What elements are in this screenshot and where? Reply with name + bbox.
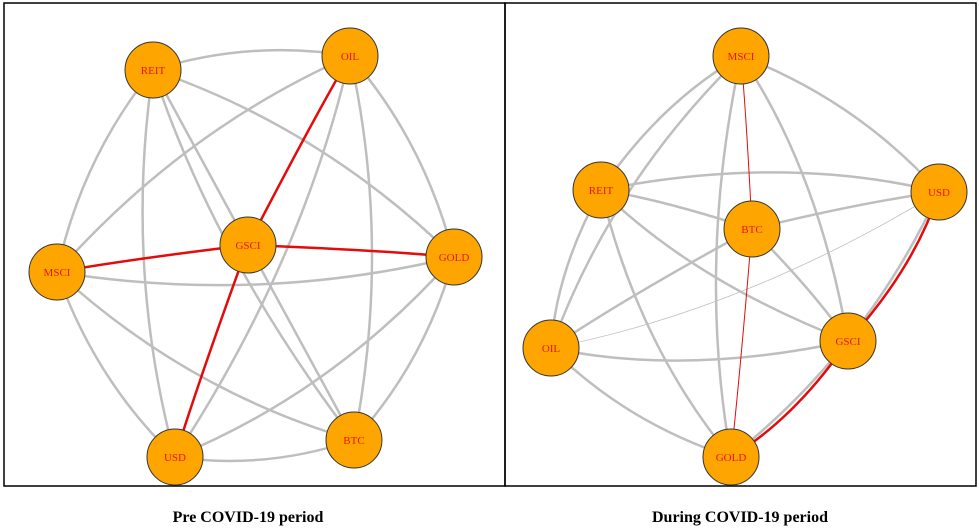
node-oil: OIL — [522, 319, 580, 377]
caption-during-covid: During COVID-19 period — [651, 509, 829, 526]
edge-btc-gold — [730, 228, 753, 458]
node-circle — [28, 243, 86, 301]
edge-reit-gsci — [599, 188, 850, 343]
node-gold: GOLD — [702, 428, 760, 486]
node-label: MSCI — [728, 51, 755, 63]
panel-during-covid-frame — [504, 2, 977, 487]
node-label: REIT — [589, 185, 614, 197]
node-gsci: GSCI — [819, 312, 877, 370]
node-label: USD — [164, 452, 186, 464]
edge-msci-gsci — [739, 54, 850, 343]
node-gold: GOLD — [425, 228, 483, 286]
node-btc: BTC — [723, 200, 781, 258]
node-circle — [723, 200, 781, 258]
edge-msci-usd — [55, 270, 177, 459]
edge-reit-oil — [151, 48, 352, 72]
edge-gsci-btc — [246, 243, 356, 442]
edge-oil-msci — [55, 54, 352, 274]
node-reit: REIT — [572, 161, 630, 219]
edge-oil-gsci — [549, 339, 850, 362]
edge-oil-btc — [348, 54, 374, 442]
node-circle — [325, 411, 383, 469]
node-label: BTC — [343, 435, 364, 447]
edge-oil-usd — [173, 54, 352, 459]
node-btc: BTC — [325, 411, 383, 469]
edge-reit-msci — [55, 68, 155, 274]
node-circle — [910, 163, 968, 221]
node-label: GSCI — [235, 240, 260, 252]
edge-msci-gold — [55, 255, 456, 287]
node-circle — [819, 312, 877, 370]
node-circle — [321, 27, 379, 85]
node-circle — [572, 161, 630, 219]
caption-pre-covid: Pre COVID-19 period — [172, 509, 324, 526]
edge-usd-oil — [550, 191, 940, 349]
node-circle — [712, 27, 770, 85]
node-circle — [702, 428, 760, 486]
node-circle — [219, 216, 277, 274]
edge-reit-gold — [599, 188, 733, 459]
node-usd: USD — [146, 428, 204, 486]
node-gsci: GSCI — [219, 216, 277, 274]
node-label: OIL — [542, 343, 561, 355]
node-reit: REIT — [124, 41, 182, 99]
node-circle — [124, 41, 182, 99]
node-label: MSCI — [44, 267, 71, 279]
edge-gold-btc — [352, 255, 456, 442]
node-label: OIL — [341, 51, 360, 63]
node-circle — [522, 319, 580, 377]
node-label: GSCI — [835, 336, 860, 348]
edge-msci-btc — [55, 270, 356, 442]
edge-oil-gold — [549, 346, 733, 459]
node-label: REIT — [141, 65, 166, 77]
edge-msci-usd — [739, 54, 941, 194]
edge-reit-usd — [599, 171, 941, 194]
panel-pre-covid: REIT OIL GSCI MSCI GOLD USD BTC — [28, 27, 483, 486]
node-circle — [146, 428, 204, 486]
node-msci: MSCI — [28, 243, 86, 301]
node-usd: USD — [910, 163, 968, 221]
edge-msci-gold — [714, 54, 743, 459]
node-label: GOLD — [439, 252, 470, 264]
edge-reit-gsci — [151, 68, 250, 247]
edge-gold-usd — [173, 255, 456, 459]
node-label: GOLD — [716, 452, 747, 464]
panel-during-covid: MSCI REIT USD BTC OIL GSCI GOLD — [522, 27, 968, 486]
edge-msci-gsci — [55, 243, 250, 274]
edge-gsci-gold — [246, 243, 456, 259]
node-label: USD — [928, 187, 950, 199]
edge-reit-gold — [151, 68, 456, 259]
edge-usd-btc — [750, 190, 941, 231]
node-oil: OIL — [321, 27, 379, 85]
node-msci: MSCI — [712, 27, 770, 85]
edge-reit-usd — [141, 68, 177, 459]
node-label: BTC — [741, 224, 762, 236]
node-circle — [425, 228, 483, 286]
